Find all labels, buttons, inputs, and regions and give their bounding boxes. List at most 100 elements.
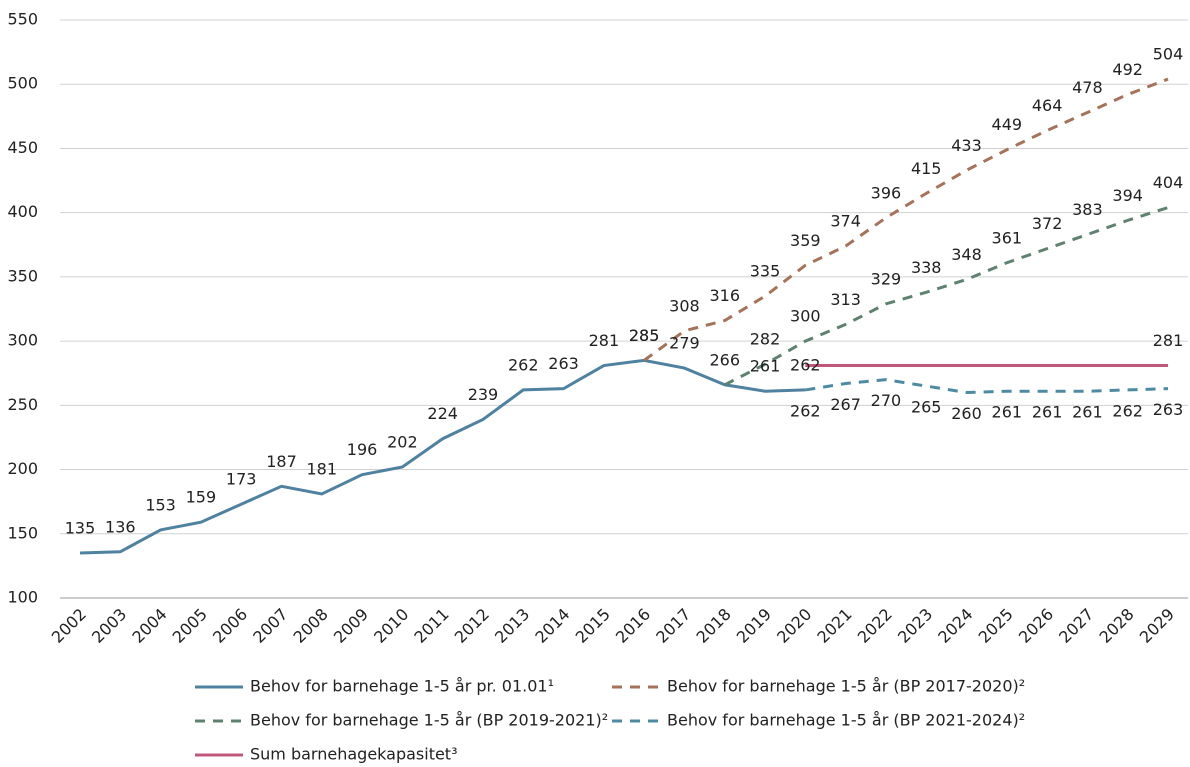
data-label: 261 [750,357,781,376]
data-label: 135 [65,519,96,538]
legend-label: Behov for barnehage 1-5 år (BP 2017-2020… [667,677,1025,696]
data-label: 404 [1153,173,1184,192]
x-tick-label: 2004 [128,605,170,647]
series-line [79,358,806,555]
data-label: 239 [468,385,499,404]
y-tick-label: 450 [7,138,38,157]
x-tick-label: 2014 [531,605,573,647]
data-label: 282 [750,330,781,349]
data-label: 464 [1032,96,1063,115]
data-label: 281 [589,331,620,350]
x-tick-label: 2026 [1015,605,1057,647]
data-label: 361 [992,228,1023,247]
data-label: 308 [669,296,700,315]
data-label: 372 [1032,214,1063,233]
data-label: 265 [911,398,942,417]
series-line [643,77,1169,362]
y-tick-label: 100 [7,588,38,607]
x-tick-label: 2013 [491,605,533,647]
x-tick-label: 2028 [1095,605,1137,647]
legend-label: Behov for barnehage 1-5 år pr. 01.01¹ [250,677,554,696]
x-tick-label: 2022 [854,605,896,647]
x-tick-label: 2025 [975,605,1017,647]
legend-label: Behov for barnehage 1-5 år (BP 2019-2021… [250,711,608,730]
y-tick-label: 250 [7,395,38,414]
x-tick-label: 2015 [572,605,614,647]
y-tick-label: 300 [7,331,38,350]
data-label: 374 [830,212,861,231]
data-label: 300 [790,307,821,326]
data-label: 224 [427,404,458,423]
data-label: 281 [1153,331,1184,350]
data-label: 396 [871,183,902,202]
data-label: 187 [266,452,297,471]
data-label: 270 [871,391,902,410]
data-label: 196 [347,440,378,459]
data-label: 173 [226,470,257,489]
x-tick-label: 2024 [934,605,976,647]
series-line [805,378,1169,394]
x-tick-label: 2016 [612,605,654,647]
data-label: 202 [387,432,418,451]
data-label: 383 [1072,200,1103,219]
data-label: 316 [709,286,740,305]
data-label: 153 [145,495,176,514]
legend-label: Sum barnehagekapasitet³ [250,745,458,764]
data-label: 348 [951,245,982,264]
data-label: 263 [1153,400,1184,419]
x-tick-label: 2012 [451,605,493,647]
x-tick-label: 2023 [894,605,936,647]
data-label: 262 [790,401,821,420]
data-label: 279 [669,334,700,353]
x-tick-label: 2009 [330,605,372,647]
y-tick-label: 150 [7,523,38,542]
data-label: 263 [548,354,579,373]
data-label: 261 [1072,403,1103,422]
data-label: 335 [750,262,781,281]
data-label: 313 [830,290,861,309]
y-tick-label: 400 [7,202,38,221]
data-label: 260 [951,404,982,423]
x-tick-label: 2010 [370,605,412,647]
x-tick-label: 2008 [290,605,332,647]
data-label: 261 [1032,403,1063,422]
x-tick-label: 2007 [249,605,291,647]
data-label: 359 [790,231,821,250]
x-tick-label: 2006 [209,605,251,647]
data-label: 285 [629,326,660,345]
x-tick-label: 2021 [813,605,855,647]
data-label: 261 [992,403,1023,422]
y-tick-label: 350 [7,266,38,285]
x-tick-label: 2002 [48,605,90,647]
data-label: 266 [709,350,740,369]
y-tick-label: 200 [7,459,38,478]
data-label: 159 [186,488,217,507]
data-label: 492 [1112,60,1143,79]
data-label: 415 [911,159,942,178]
x-tick-label: 2005 [169,605,211,647]
x-tick-label: 2027 [1055,605,1097,647]
data-label: 394 [1112,186,1143,205]
x-tick-label: 2011 [410,605,452,647]
data-label: 449 [992,115,1023,134]
x-tick-label: 2019 [733,605,775,647]
series-line [724,206,1169,387]
data-label: 338 [911,258,942,277]
x-tick-label: 2018 [693,605,735,647]
x-tick-label: 2020 [773,605,815,647]
data-label: 262 [1112,401,1143,420]
y-tick-label: 550 [7,10,38,29]
data-label: 478 [1072,78,1103,97]
data-label: 181 [307,459,338,478]
data-label: 262 [790,355,821,374]
legend-label: Behov for barnehage 1-5 år (BP 2021-2024… [667,711,1025,730]
y-tick-label: 500 [7,74,38,93]
data-label: 329 [871,269,902,288]
data-label: 285 [629,326,660,345]
x-tick-label: 2017 [652,605,694,647]
data-label: 433 [951,136,982,155]
data-label: 136 [105,517,136,536]
x-tick-label: 2029 [1136,605,1178,647]
data-label: 267 [830,395,861,414]
